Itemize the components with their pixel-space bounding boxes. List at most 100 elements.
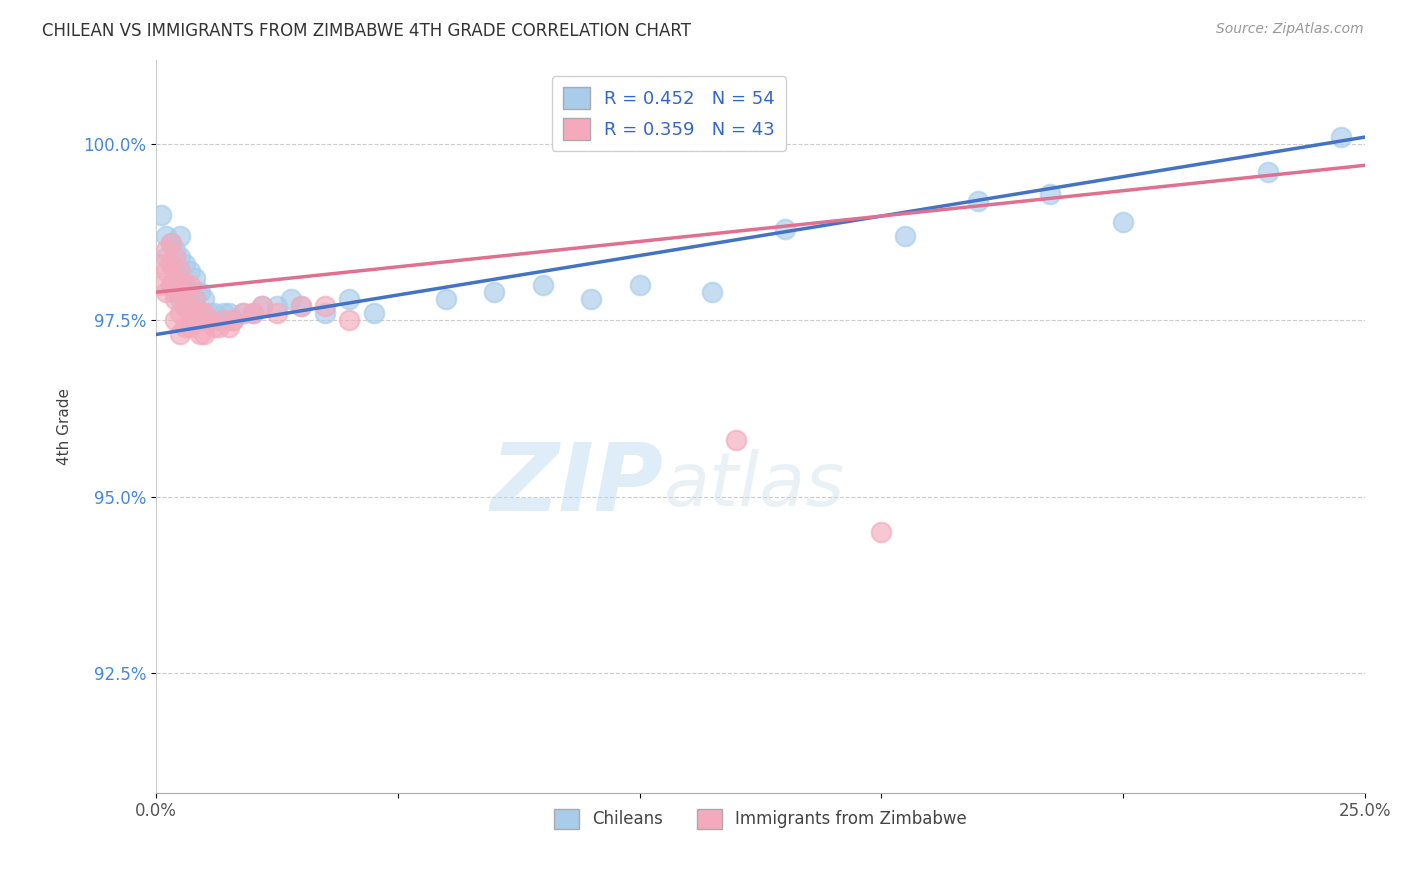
Point [290,299,312,313]
Point [188,327,211,342]
Point [242,306,264,320]
Point [252,299,274,313]
Point [165,250,187,264]
Point [434,292,457,306]
Point [198,306,221,320]
Point [165,264,187,278]
Point [232,306,254,320]
Point [484,285,506,300]
Point [165,292,187,306]
Point [208,313,231,327]
Point [159,257,181,271]
Point [155,228,177,243]
Point [339,313,361,327]
Point [174,299,197,313]
Point [159,257,181,271]
Point [183,292,205,306]
Point [188,306,211,320]
Point [232,306,254,320]
Point [179,264,201,278]
Point [169,264,191,278]
Point [169,250,191,264]
Point [1329,130,1351,145]
Point [252,299,274,313]
Text: CHILEAN VS IMMIGRANTS FROM ZIMBABWE 4TH GRADE CORRELATION CHART: CHILEAN VS IMMIGRANTS FROM ZIMBABWE 4TH … [42,22,692,40]
Point [700,285,723,300]
Point [212,306,235,320]
Point [179,278,201,293]
Point [1112,215,1135,229]
Point [174,278,197,293]
Point [188,285,211,300]
Point [218,320,240,334]
Point [193,327,215,342]
Point [266,299,288,313]
Point [183,271,205,285]
Point [314,299,336,313]
Point [193,313,215,327]
Point [155,250,177,264]
Point [198,313,221,327]
Point [149,257,172,271]
Point [155,264,177,278]
Y-axis label: 4th Grade: 4th Grade [58,388,72,465]
Point [314,306,336,320]
Point [222,313,245,327]
Point [579,292,602,306]
Point [193,306,215,320]
Point [870,524,893,539]
Point [339,292,361,306]
Point [169,271,191,285]
Point [149,208,172,222]
Point [967,194,990,208]
Point [159,235,181,250]
Point [222,313,245,327]
Point [1257,165,1279,179]
Point [202,306,225,320]
Text: Source: ZipAtlas.com: Source: ZipAtlas.com [1216,22,1364,37]
Point [169,327,191,342]
Point [179,306,201,320]
Point [155,243,177,257]
Point [212,313,235,327]
Point [169,306,191,320]
Point [174,320,197,334]
Point [165,271,187,285]
Point [179,299,201,313]
Point [183,292,205,306]
Point [242,306,264,320]
Point [159,278,181,293]
Point [174,278,197,293]
Point [179,285,201,300]
Point [193,292,215,306]
Point [169,292,191,306]
Text: atlas: atlas [664,449,845,521]
Point [169,285,191,300]
Point [165,285,187,300]
Point [531,278,554,293]
Point [155,285,177,300]
Point [218,306,240,320]
Point [208,320,231,334]
Point [174,299,197,313]
Point [725,434,748,448]
Point [149,278,172,293]
Point [628,278,651,293]
Point [894,228,917,243]
Point [202,320,225,334]
Point [266,306,288,320]
Text: ZIP: ZIP [491,439,664,531]
Point [183,313,205,327]
Point [773,221,796,235]
Point [1039,186,1062,201]
Point [165,243,187,257]
Point [159,278,181,293]
Point [169,228,191,243]
Point [174,257,197,271]
Point [290,299,312,313]
Point [165,313,187,327]
Point [159,235,181,250]
Point [280,292,302,306]
Point [179,320,201,334]
Legend: Chileans, Immigrants from Zimbabwe: Chileans, Immigrants from Zimbabwe [547,802,973,836]
